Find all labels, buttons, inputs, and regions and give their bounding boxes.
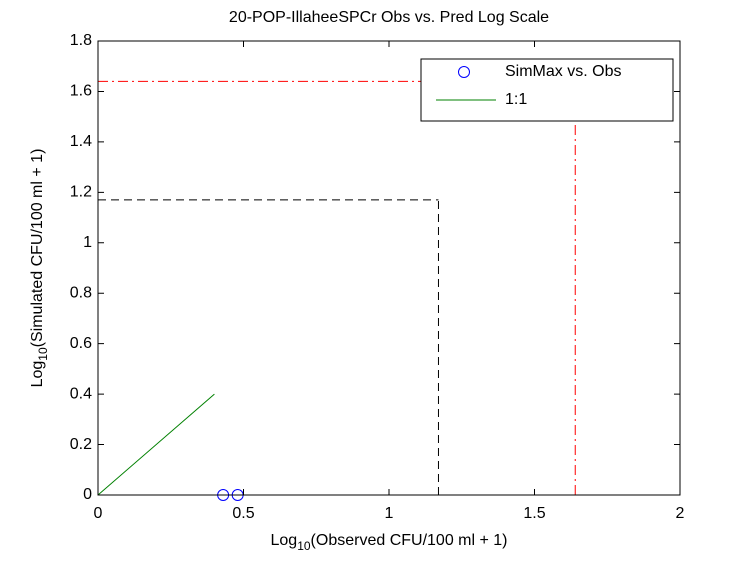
y-tick-label: 0.8 [70,284,92,301]
y-axis-label: Log10(Simulated CFU/100 ml + 1) [29,149,50,388]
x-axis-label: Log10(Observed CFU/100 ml + 1) [270,532,507,553]
legend-marker [458,66,470,78]
y-tick-label: 0.6 [70,335,92,352]
line [97,393,215,496]
y-label-part: (Simulated CFU/100 ml + 1) [29,149,46,348]
x-label-part: (Observed CFU/100 ml + 1) [311,532,508,549]
x-label-sub: 10 [297,539,311,553]
y-tick-label: 0 [83,486,92,503]
y-label-part: Log [29,361,46,388]
x-tick-label: 1 [385,505,394,522]
x-label-part: Log [270,532,297,549]
y-tick-label: 0.2 [70,436,92,453]
x-tick-label: 1.5 [523,505,545,522]
y-tick-label: 1.8 [70,32,92,49]
y-label-sub: 10 [36,347,50,361]
legend-label: 1:1 [505,91,527,108]
y-tick-label: 0.4 [70,385,92,402]
x-tick-label: 0.5 [232,505,254,522]
legend-label: SimMax vs. Obs [505,63,621,80]
y-tick-label: 1.2 [70,184,92,201]
y-tick-label: 1 [83,234,92,251]
y-tick-label: 1.4 [70,133,92,150]
x-tick-label: 0 [94,505,103,522]
y-tick-label: 1.6 [70,83,92,100]
chart-title: 20-POP-IllaheeSPCr Obs vs. Pred Log Scal… [229,9,549,26]
legend-box [420,58,674,122]
x-tick-label: 2 [676,505,685,522]
